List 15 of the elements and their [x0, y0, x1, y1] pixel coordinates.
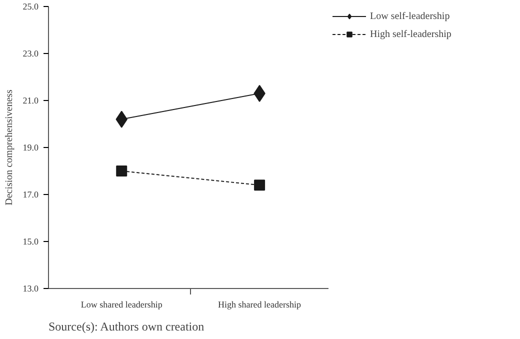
source-note: Source(s): Authors own creation: [48, 320, 204, 334]
x-tick-label: Low shared leadership: [80, 300, 163, 310]
legend-label: High self-leadership: [370, 28, 452, 40]
y-tick-label: 19.0: [22, 142, 39, 152]
point: [116, 166, 128, 176]
legend-label: Low self-leadership: [370, 10, 450, 22]
y-tick-label: 13.0: [22, 284, 39, 294]
y-tick-label: 23.0: [22, 48, 39, 58]
y-axis-title: Decision comprehensiveness: [4, 89, 15, 206]
y-tick-label: 21.0: [22, 96, 39, 106]
y-tick-label: 15.0: [22, 236, 39, 246]
y-tick-label: 25.0: [22, 2, 39, 12]
point: [254, 180, 266, 191]
x-tick-label: High shared leadership: [218, 300, 302, 310]
y-tick-label: 17.0: [22, 190, 39, 200]
